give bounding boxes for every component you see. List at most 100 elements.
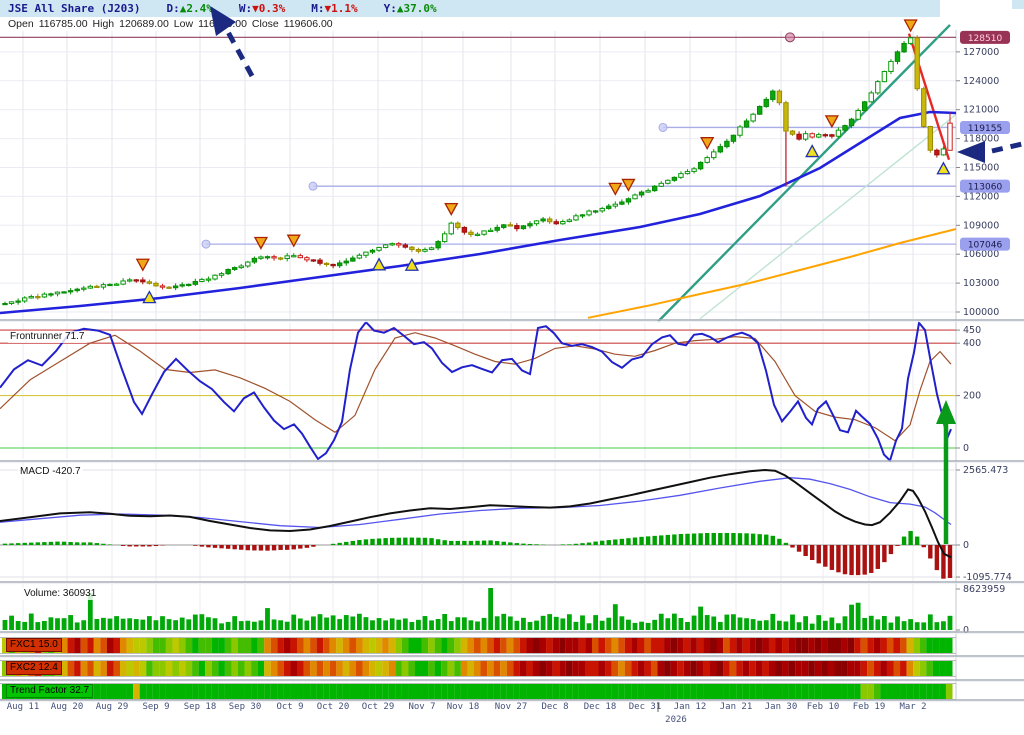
sell-signal-icon (253, 236, 269, 250)
svg-text:Aug 20: Aug 20 (51, 702, 84, 712)
sell-signal-icon (135, 258, 150, 272)
annotation-arrow-up-icon (210, 6, 255, 78)
sell-signal-icon (608, 182, 623, 196)
moving-averages (0, 110, 957, 319)
volume-panel: 8623959 0 (2, 584, 1005, 636)
candlestick-series (2, 35, 953, 306)
fxc1-label: FXC1 15.0 (6, 638, 62, 652)
stat-monthly-label: M: (311, 2, 325, 15)
svg-text:-1095.774: -1095.774 (963, 572, 1012, 583)
frontrunner-panel: 450 400 200 0 (0, 320, 981, 463)
open-label: Open (8, 17, 34, 30)
sell-signal-icon (903, 19, 918, 33)
stat-daily-label: D: (166, 2, 180, 15)
svg-text:112000: 112000 (963, 191, 999, 202)
sell-signal-icon (621, 178, 636, 192)
volume-label: Volume: 360931 (22, 588, 99, 600)
price-axis: 127000 124000 121000 118000 115000 112000 1090… (956, 30, 1010, 318)
price-badge (960, 30, 1010, 44)
fxc2-label: FXC2 12.4 (6, 661, 62, 675)
stat-monthly: M:▼1.1% (311, 2, 357, 15)
svg-text:115000: 115000 (963, 162, 999, 173)
svg-text:Sep 30: Sep 30 (229, 702, 262, 712)
svg-text:Jan 21: Jan 21 (720, 702, 753, 712)
svg-text:Aug 29: Aug 29 (96, 702, 129, 712)
stat-daily-value: ▲2.4% (179, 2, 213, 15)
svg-text:Aug 11: Aug 11 (7, 702, 40, 712)
close-value: 119606.00 (283, 17, 333, 30)
svg-text:Sep 18: Sep 18 (184, 702, 217, 712)
svg-text:106000: 106000 (963, 249, 999, 260)
stat-weekly: W:▼0.3% (239, 2, 285, 15)
svg-text:Dec 8: Dec 8 (541, 702, 568, 712)
open-value: 116785.00 (38, 17, 88, 30)
svg-text:2565.473: 2565.473 (963, 465, 1008, 476)
level-lines (0, 32, 956, 249)
sell-signal-icon (444, 202, 459, 216)
stat-yearly-value: ▲37.0% (396, 2, 437, 15)
sell-signal-icon (824, 115, 839, 129)
buy-signal-icon (805, 144, 820, 158)
sell-signal-icon (700, 137, 715, 151)
svg-text:Nov 7: Nov 7 (408, 702, 435, 712)
svg-text:Dec 18: Dec 18 (584, 702, 617, 712)
svg-text:Sep 9: Sep 9 (142, 702, 169, 712)
svg-text:8623959: 8623959 (963, 584, 1005, 595)
sell-signal-icon (286, 234, 301, 248)
price-badge (960, 179, 1010, 193)
svg-text:109000: 109000 (963, 220, 999, 231)
svg-text:Nov 18: Nov 18 (447, 702, 480, 712)
stat-weekly-value: ▼0.3% (252, 2, 286, 15)
annotation-arrow-green-icon (936, 400, 956, 544)
panel-dividers (0, 319, 1024, 703)
buy-signal-icon (142, 290, 157, 304)
svg-text:103000: 103000 (963, 278, 999, 289)
macd-panel: 2565.473 0 -1095.774 (0, 465, 1012, 583)
fxc1-strip (0, 637, 956, 654)
svg-text:113060: 113060 (968, 183, 1003, 193)
low-label: Low (173, 17, 194, 30)
svg-text:128510: 128510 (968, 34, 1003, 44)
trend-factor-label: Trend Factor 32.7 (6, 684, 94, 698)
high-label: High (92, 17, 115, 30)
buy-signal-icon (371, 257, 387, 271)
svg-text:118000: 118000 (963, 134, 999, 145)
svg-text:Oct 29: Oct 29 (362, 702, 395, 712)
high-value: 120689.00 (119, 17, 169, 30)
svg-text:Dec 31: Dec 31 (629, 702, 662, 712)
gridlines (0, 30, 957, 700)
header-bar: JSE All Share (J203) D:▲2.4% W:▼0.3% M:▼… (0, 0, 940, 17)
svg-text:200: 200 (963, 391, 981, 402)
svg-text:121000: 121000 (963, 105, 999, 116)
svg-text:107046: 107046 (968, 241, 1003, 251)
stat-yearly-label: Y: (383, 2, 397, 15)
svg-text:Feb 10: Feb 10 (807, 702, 840, 712)
close-label: Close (251, 17, 279, 30)
stat-monthly-value: ▼1.1% (324, 2, 358, 15)
uptrend-pale (699, 113, 957, 320)
macd-label: MACD -420.7 (18, 466, 83, 478)
svg-text:Mar 2: Mar 2 (899, 702, 926, 712)
trend-factor-strip (0, 683, 956, 700)
fxc2-strip (0, 660, 956, 677)
uptrend-teal (657, 24, 951, 323)
stat-weekly-label: W: (238, 2, 253, 15)
svg-text:0: 0 (963, 625, 969, 636)
svg-text:2026: 2026 (665, 715, 687, 725)
svg-text:Oct 20: Oct 20 (317, 702, 350, 712)
frontrunner-label: Frontrunner 71.7 (8, 331, 87, 343)
price-badge (960, 237, 1010, 251)
svg-text:Jan 12: Jan 12 (674, 702, 707, 712)
svg-text:Feb 19: Feb 19 (853, 702, 886, 712)
svg-text:0: 0 (963, 540, 969, 551)
date-axis: Aug 11 Aug 20 Aug 29 Sep 9 Sep 18 Sep 30 Oct 9… (7, 702, 927, 725)
buy-signal-icon (936, 161, 951, 175)
svg-text:100000: 100000 (963, 307, 999, 318)
buy-signal-icon (404, 257, 419, 271)
svg-text:Jan 30: Jan 30 (765, 702, 798, 712)
annotations (210, 6, 1023, 544)
svg-text:Oct 9: Oct 9 (276, 702, 303, 712)
